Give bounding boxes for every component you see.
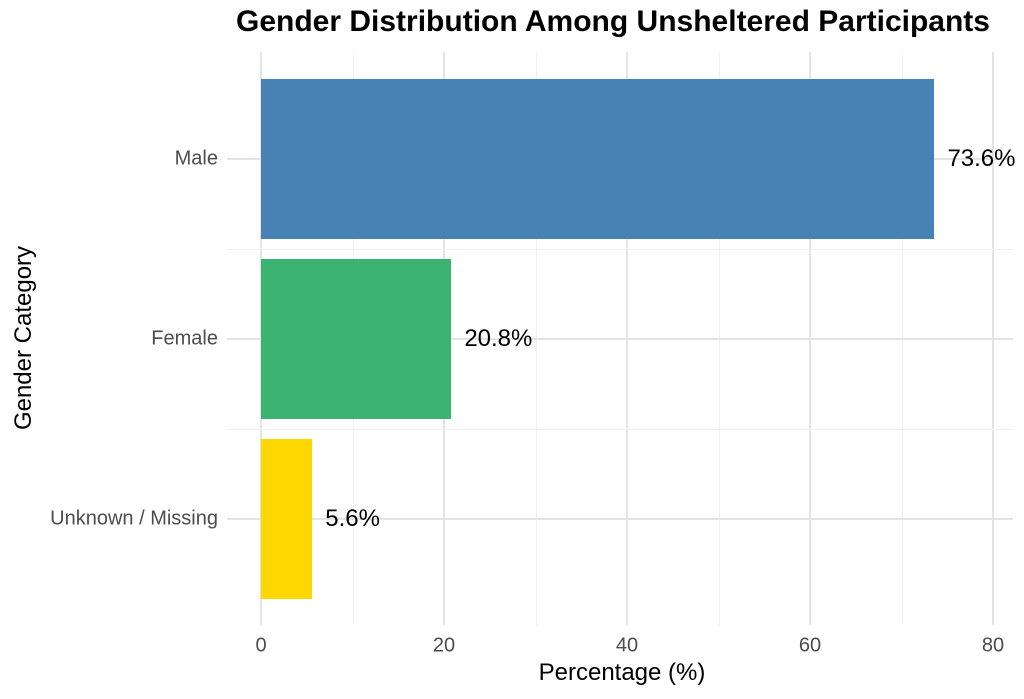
bar-female (261, 259, 452, 419)
gridline-horizontal-major (227, 338, 1013, 340)
bar-male (261, 79, 935, 239)
gridline-horizontal-minor (227, 429, 1013, 430)
x-tick-label-40: 40 (615, 634, 639, 657)
x-tick-label-60: 60 (798, 634, 822, 657)
x-tick-label-80: 80 (981, 634, 1005, 657)
bar-unknown-missing (261, 439, 313, 599)
value-label-male: 73.6% (947, 145, 1016, 172)
category-label-male: Male (174, 147, 218, 170)
chart-title: Gender Distribution Among Unsheltered Pa… (236, 5, 990, 38)
x-tick-label-20: 20 (432, 634, 456, 657)
category-label-female: Female (151, 327, 218, 350)
gridline-horizontal-major (227, 518, 1013, 520)
gridline-horizontal-minor (227, 249, 1013, 250)
value-label-unknown-missing: 5.6% (325, 505, 380, 532)
category-label-unknown-missing: Unknown / Missing (50, 507, 218, 530)
x-tick-label-0: 0 (255, 634, 267, 657)
value-label-female: 20.8% (464, 325, 533, 352)
plot-panel: 73.6% 20.8% 5.6% (227, 52, 1016, 625)
x-axis-title: Percentage (%) (538, 659, 706, 686)
